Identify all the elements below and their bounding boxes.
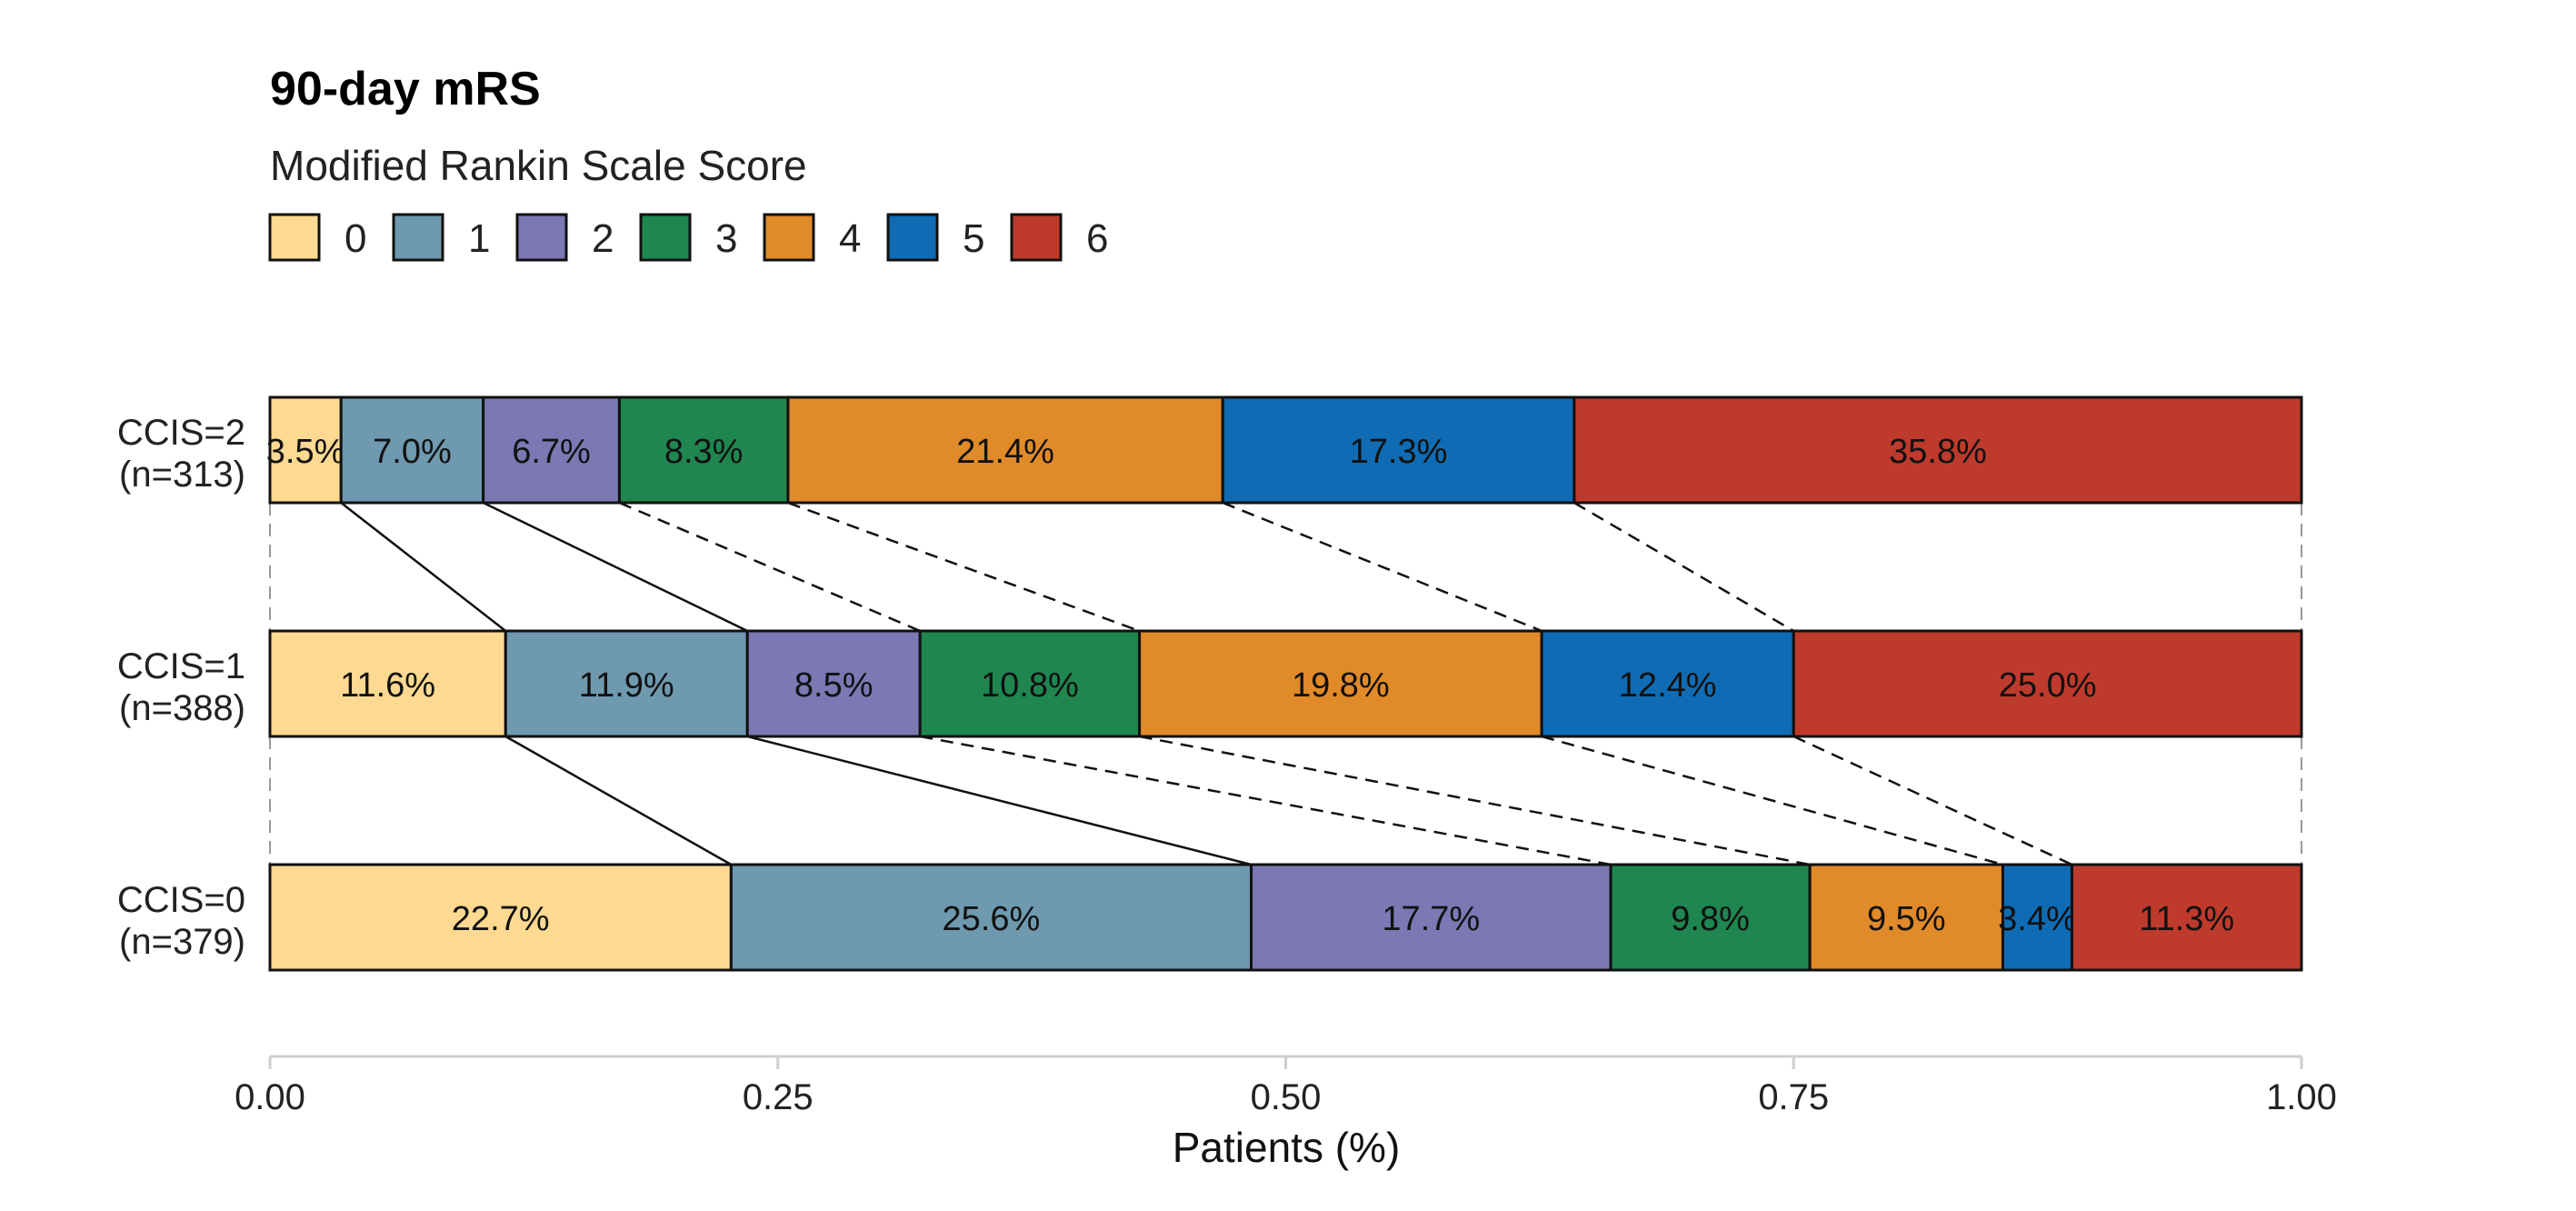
bar-segment [617,395,790,505]
data-label: 35.8% [1889,433,1987,471]
data-label: 7.0% [373,433,452,471]
bar-segment [482,395,621,505]
connector-line [1222,501,1543,633]
bar-segment [1250,863,1612,972]
data-label: 12.4% [1619,666,1717,705]
legend-title: Modified Rankin Scale Score [270,142,807,189]
legend-label-0: 0 [344,216,366,261]
data-label: 8.3% [664,433,744,471]
connector-line [1139,735,1811,866]
chart-title: 90-day mRS [270,63,541,115]
legend: 0 1 2 3 4 5 6 [268,213,1108,262]
data-label: 8.5% [794,666,874,705]
data-label: 9.8% [1671,900,1750,938]
legend-swatch-5 [886,213,939,262]
row-label: CCIS=0 (n=379) [117,880,245,962]
bar-segment [268,629,507,738]
legend-label-5: 5 [963,216,984,261]
data-label: 17.3% [1350,433,1448,471]
connector-line [1541,735,2003,866]
data-label: 11.3% [2139,900,2234,938]
data-label: 22.7% [452,900,550,938]
legend-swatch-4 [763,213,815,262]
data-label: 11.9% [579,666,674,705]
legend-swatch-0 [268,213,321,262]
bar-segment [1792,629,2303,738]
legend-label-4: 4 [839,216,861,261]
bar-segment [2001,863,2073,972]
connector-line [787,501,1141,633]
connector-line [1792,735,2072,866]
connector-line [504,735,732,866]
row-labels: CCIS=2 (n=313) CCIS=1 (n=388) CCIS=0 (n=379) [117,413,245,962]
bar-segment [1609,863,1812,972]
data-label: 21.4% [956,433,1054,471]
data-label: 25.6% [943,900,1041,938]
bar-segment [268,395,343,505]
data-label: 10.8% [981,666,1079,705]
legend-swatch-3 [639,213,692,262]
x-tick-label: 0.25 [743,1077,814,1117]
x-tick-label: 1.00 [2266,1077,2337,1117]
x-axis-title: Patients (%) [1173,1124,1401,1171]
connector-line [340,502,507,632]
legend-swatch-6 [1010,213,1063,262]
data-label: 11.6% [340,666,435,705]
data-label: 17.7% [1382,900,1480,938]
data-label: 19.8% [1292,666,1390,705]
bar-segment [1138,629,1543,738]
data-label: 3.4% [1998,900,2077,938]
connector-line [746,735,1252,866]
connector-line [1573,501,1794,633]
data-label: 9.5% [1867,900,1946,938]
bar-segment [339,395,485,505]
bar-segment [729,863,1253,972]
x-tick-label: 0.50 [1251,1077,1322,1117]
legend-swatch-2 [515,213,568,262]
connector-line [919,735,1612,866]
x-axis: 0.00 0.25 0.50 0.75 1.00 [235,1055,2337,1117]
connector-line [483,501,748,633]
legend-label-1: 1 [468,216,490,261]
data-label: 3.5% [266,433,345,471]
bar-segment [1221,395,1576,505]
connector-lines [269,501,2302,866]
row-label: CCIS=1 (n=388) [117,646,245,728]
row-label: CCIS=2 (n=313) [117,413,245,495]
bar-segment [2070,863,2303,972]
bar-segment [268,863,733,972]
legend-label-2: 2 [592,216,614,261]
data-label: 25.0% [1999,666,2097,705]
bar-segment [504,629,749,738]
legend-swatch-1 [392,213,444,262]
legend-label-3: 3 [715,216,737,261]
bars: 3.5% 7.0% 6.7% 8.3% 21.4% 17.3% 35.8% 11.6% 11.9… [266,395,2303,972]
connector-line [618,501,921,633]
data-label: 6.7% [512,433,591,471]
x-tick-label: 0.00 [235,1077,305,1117]
legend-label-6: 6 [1086,216,1108,261]
bar-segment [786,395,1224,505]
bar-segment [1573,395,2303,505]
x-tick-label: 0.75 [1758,1077,1829,1117]
bar-segment [745,629,922,738]
